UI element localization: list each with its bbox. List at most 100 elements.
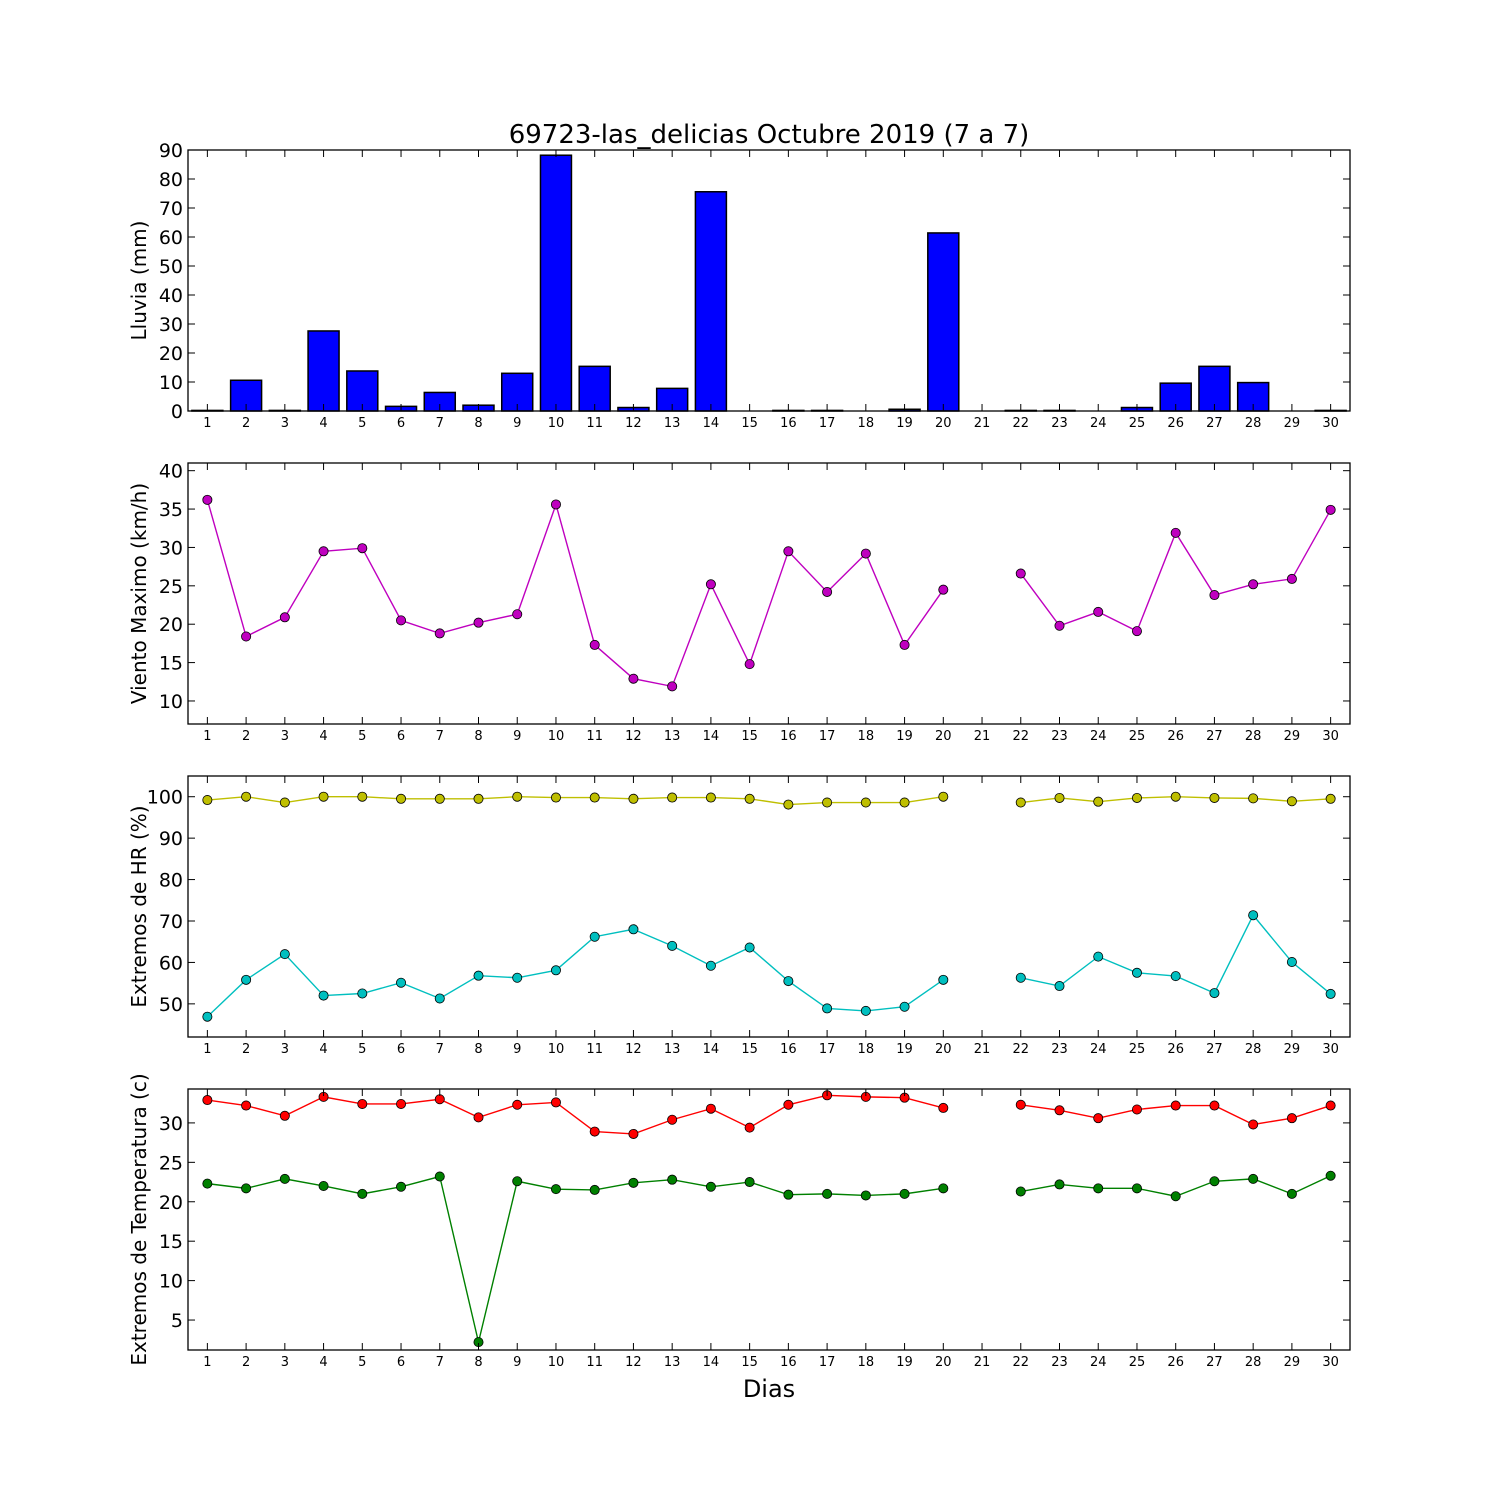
- humidity-series-1-point: [241, 974, 252, 985]
- humidity-series-0-point: [1015, 797, 1026, 808]
- wind-xtick-label: 13: [664, 729, 681, 744]
- temperature-series-1-point: [241, 1183, 252, 1194]
- wind-xtick-label: 19: [896, 729, 913, 744]
- humidity-ytick-label: 70: [159, 911, 183, 933]
- wind-series-0-point: [667, 681, 678, 692]
- humidity-series-1-point: [434, 993, 445, 1004]
- rain-xtick-label: 29: [1284, 416, 1301, 431]
- humidity-series-1-point: [628, 924, 639, 935]
- temperature-xtick-label: 18: [858, 1355, 875, 1370]
- temperature-xtick-label: 5: [358, 1355, 366, 1370]
- humidity-series-1-point: [938, 974, 949, 985]
- rain-ytick-label: 50: [159, 256, 183, 278]
- humidity-series-1-point: [1170, 971, 1181, 982]
- wind-ytick-label: 35: [159, 499, 183, 521]
- temperature-series-0-point: [705, 1103, 716, 1114]
- rain-xtick-label: 13: [664, 416, 681, 431]
- humidity-xtick-label: 2: [242, 1042, 250, 1057]
- humidity-ytick-label: 50: [159, 994, 183, 1016]
- wind-xtick-label: 21: [974, 729, 991, 744]
- wind-xtick-label: 11: [586, 729, 603, 744]
- temperature-series-1-point: [396, 1181, 407, 1192]
- rain-xtick-label: 21: [974, 416, 991, 431]
- temperature-series-0-point: [241, 1100, 252, 1111]
- rain-ytick-label: 80: [159, 169, 183, 191]
- temperature-xtick-label: 7: [436, 1355, 444, 1370]
- wind-ytick-label: 10: [159, 691, 183, 713]
- rain-bar: [578, 365, 611, 412]
- wind-xtick-label: 28: [1245, 729, 1262, 744]
- rain-xtick-label: 12: [625, 416, 642, 431]
- humidity-series-0-point: [1131, 792, 1142, 803]
- temperature-ytick-label: 25: [159, 1152, 183, 1174]
- rain-bar: [307, 330, 340, 412]
- wind-xtick-label: 10: [548, 729, 565, 744]
- rain-ylabel: Lluvia (mm): [127, 221, 151, 341]
- temperature-series-0-point: [279, 1110, 290, 1121]
- wind-series-0-point: [1286, 573, 1297, 584]
- humidity-xtick-label: 9: [513, 1042, 521, 1057]
- temperature-series-0-point: [473, 1112, 484, 1123]
- humidity-xtick-label: 11: [586, 1042, 603, 1057]
- humidity-series-0-point: [744, 793, 755, 804]
- wind-series-0-point: [822, 586, 833, 597]
- rain-ytick-label: 30: [159, 314, 183, 336]
- wind-series-0-point: [589, 639, 600, 650]
- rain-xtick-label: 6: [397, 416, 405, 431]
- rain-bar: [927, 232, 960, 412]
- wind-series-0-point: [1131, 626, 1142, 637]
- wind-series-0-point: [1209, 590, 1220, 601]
- wind-xtick-label: 29: [1284, 729, 1301, 744]
- rain-xtick-label: 9: [513, 416, 521, 431]
- wind-series-0-point: [628, 673, 639, 684]
- humidity-xtick-label: 13: [664, 1042, 681, 1057]
- rain-xtick-label: 27: [1206, 416, 1223, 431]
- temperature-series-1-point: [705, 1181, 716, 1192]
- temperature-xtick-label: 17: [819, 1355, 836, 1370]
- rain-xtick-label: 14: [703, 416, 720, 431]
- wind-xtick-label: 23: [1051, 729, 1068, 744]
- humidity-series-0-point: [628, 793, 639, 804]
- humidity-series-1-point: [1248, 910, 1259, 921]
- humidity-series-1-point: [667, 940, 678, 951]
- wind-ytick-label: 30: [159, 537, 183, 559]
- wind-xtick-label: 6: [397, 729, 405, 744]
- humidity-series-0-point: [1286, 796, 1297, 807]
- wind-xtick-label: 17: [819, 729, 836, 744]
- rain-xtick-label: 15: [741, 416, 758, 431]
- temperature-series-1-point: [318, 1180, 329, 1191]
- wind-series-0-point: [1170, 527, 1181, 538]
- temperature-series-0-point: [783, 1099, 794, 1110]
- humidity-xtick-label: 30: [1322, 1042, 1339, 1057]
- temperature-xtick-label: 26: [1167, 1355, 1184, 1370]
- humidity-xtick-label: 14: [703, 1042, 720, 1057]
- humidity-xtick-label: 8: [474, 1042, 482, 1057]
- wind-series-0-point: [550, 499, 561, 510]
- temperature-series-0-point: [550, 1097, 561, 1108]
- wind-xtick-label: 18: [858, 729, 875, 744]
- rain-xtick-label: 17: [819, 416, 836, 431]
- humidity-xtick-label: 6: [397, 1042, 405, 1057]
- rain-xtick-label: 16: [780, 416, 797, 431]
- humidity-series-0-point: [1170, 791, 1181, 802]
- temperature-xtick-label: 20: [935, 1355, 952, 1370]
- temperature-xtick-label: 2: [242, 1355, 250, 1370]
- humidity-series-1-point: [589, 931, 600, 942]
- wind-series-0-point: [938, 584, 949, 595]
- temperature-series-1-point: [667, 1174, 678, 1185]
- humidity-series-1-point: [1286, 957, 1297, 968]
- humidity-series-0-point: [550, 792, 561, 803]
- temperature-series-0-point: [1054, 1105, 1065, 1116]
- wind-series-0-point: [1015, 568, 1026, 579]
- humidity-xtick-label: 29: [1284, 1042, 1301, 1057]
- rain-ytick-label: 40: [159, 285, 183, 307]
- humidity-ylabel: Extremos de HR (%): [127, 805, 151, 1007]
- temperature-series-1-point: [938, 1183, 949, 1194]
- temperature-xtick-label: 27: [1206, 1355, 1223, 1370]
- humidity-series-0-point: [589, 792, 600, 803]
- humidity-xtick-label: 27: [1206, 1042, 1223, 1057]
- rain-bar: [1198, 365, 1231, 412]
- humidity-series-0-point: [202, 795, 213, 806]
- temperature-ytick-label: 30: [159, 1113, 183, 1135]
- humidity-series-1-point: [318, 990, 329, 1001]
